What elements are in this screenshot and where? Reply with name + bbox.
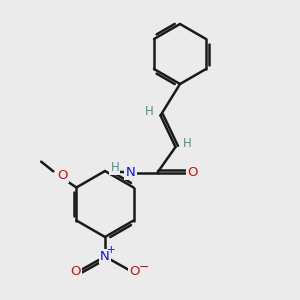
Text: −: − [139, 260, 149, 274]
Text: O: O [187, 166, 198, 179]
Text: H: H [110, 160, 119, 174]
Text: O: O [70, 265, 81, 278]
Text: N: N [126, 166, 135, 179]
Text: O: O [57, 169, 67, 182]
Text: H: H [145, 105, 154, 119]
Text: N: N [100, 250, 110, 263]
Text: +: + [107, 245, 116, 255]
Text: H: H [183, 137, 192, 150]
Text: O: O [129, 265, 140, 278]
